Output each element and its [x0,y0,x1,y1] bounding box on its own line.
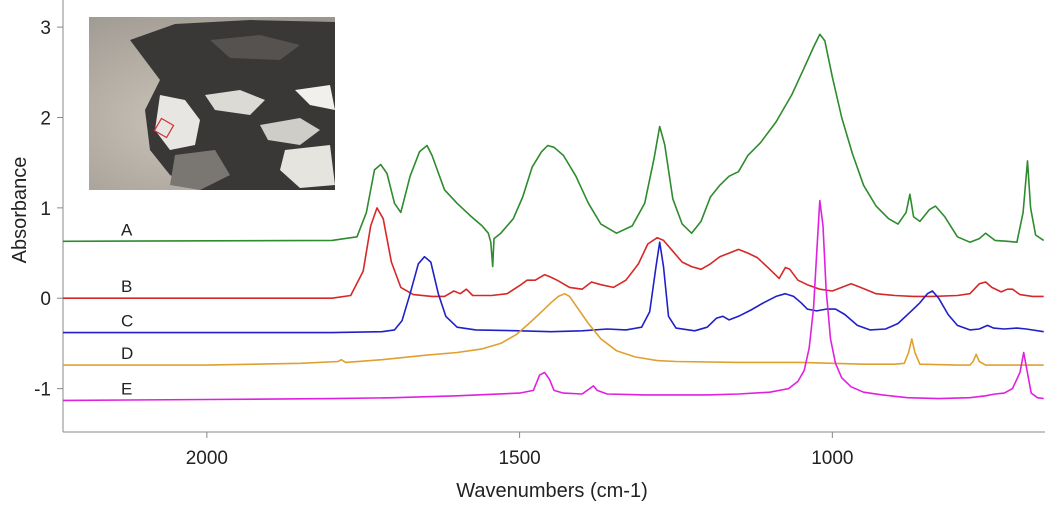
x-ticks: 2000 1500 1000 [186,432,853,469]
y-tick-label: 1 [40,199,51,220]
axes [62,0,1045,433]
series-line-e [62,199,1044,402]
y-axis-title: Absorbance [9,157,31,264]
x-tick-label: 1500 [498,448,540,469]
series-label-a: A [121,220,133,239]
series-label-d: D [121,344,133,363]
x-tick-label: 1000 [811,448,853,469]
series-line-b [63,207,1044,299]
x-tick-label: 2000 [186,448,228,469]
x-axis-title: Wavenumbers (cm-1) [456,480,648,502]
y-tick-label: 2 [40,108,51,129]
series-line-a [62,33,1045,268]
series-label-b: B [121,277,132,296]
series-line-c [63,241,1044,334]
y-ticks: -1 0 1 2 3 [34,18,63,401]
inset-photo [89,17,335,190]
series-line-d [63,292,1044,366]
series-lines [62,33,1045,402]
series-label-c: C [121,312,133,331]
y-tick-label: 0 [40,289,51,310]
y-tick-label: -1 [34,380,51,401]
y-tick-label: 3 [40,18,51,39]
series-label-e: E [121,379,132,398]
